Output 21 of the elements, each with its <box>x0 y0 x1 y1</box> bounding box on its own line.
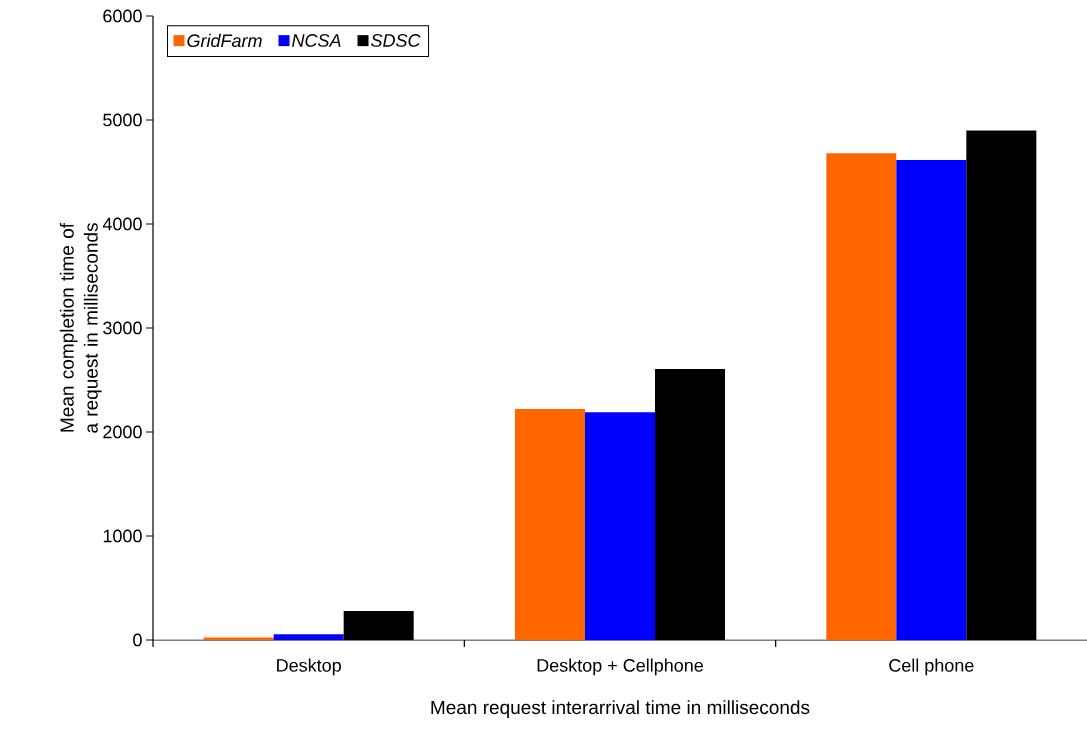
bar <box>273 634 344 640</box>
bar <box>203 637 274 640</box>
bar <box>896 160 967 640</box>
bar <box>515 409 585 640</box>
y-tick-label: 2000 <box>103 425 142 439</box>
bar <box>826 153 897 640</box>
legend-label: SDSC <box>371 34 421 47</box>
x-tick-label: Desktop + Cellphone <box>537 658 703 676</box>
y-tick-label: 6000 <box>103 9 142 23</box>
x-tick-label: Desktop <box>277 658 341 676</box>
y-tick-label: 5000 <box>103 113 142 127</box>
y-tick-label: 0 <box>133 633 142 647</box>
y-axis-title: Mean completion time of a request in milliseconds <box>59 222 102 433</box>
y-tick-label: 3000 <box>103 321 142 335</box>
x-axis-title: Mean request interarrival time in milliseconds <box>431 700 810 718</box>
y-tick-label: 1000 <box>103 529 142 543</box>
x-tick-label: Cell phone <box>889 658 974 676</box>
legend-label: GridFarm <box>187 33 262 48</box>
bar <box>585 412 656 640</box>
legend-label: NCSA <box>292 34 341 47</box>
y-tick-label: 4000 <box>102 217 142 231</box>
